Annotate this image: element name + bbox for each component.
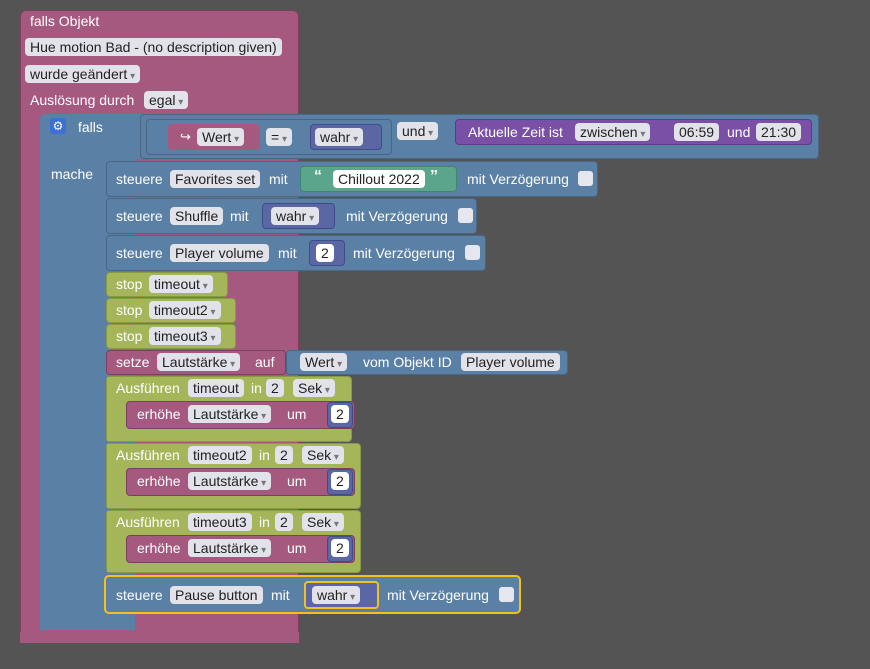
pause-target-field[interactable]: Pause button: [170, 586, 263, 604]
timeout-amount-field[interactable]: 2: [266, 379, 284, 397]
open-quote-icon: “: [314, 168, 322, 185]
timeout-name-field[interactable]: timeout3: [188, 513, 252, 531]
increment-number-field[interactable]: 2: [331, 405, 349, 423]
timeout-block-arm: [107, 377, 126, 441]
delay-label: mit Verzögerung: [467, 171, 569, 187]
delay-checkbox[interactable]: [458, 208, 473, 223]
timeout-amount-field[interactable]: 2: [275, 446, 293, 464]
run-label: Ausführen: [116, 380, 180, 396]
timeout-block-arm: [107, 511, 126, 572]
pause-value-dropdown[interactable]: wahr: [312, 586, 361, 604]
gear-icon[interactable]: ⚙: [50, 118, 66, 134]
object-id-field[interactable]: Player volume: [461, 353, 560, 371]
steuere-label: steuere: [116, 208, 163, 224]
timeout-unit-dropdown[interactable]: Sek: [302, 513, 344, 531]
string-value-field[interactable]: Chillout 2022: [333, 170, 425, 188]
mit-label: mit: [271, 587, 290, 603]
stop-timeout-dropdown[interactable]: timeout: [149, 275, 213, 293]
close-quote-icon: ”: [430, 168, 438, 185]
by-label: um: [287, 473, 307, 489]
increment-label: erhöhe: [137, 406, 181, 422]
in-label: in: [259, 514, 270, 530]
stop-label: stop: [116, 276, 143, 292]
stop-timeout3-dropdown[interactable]: timeout3: [149, 327, 221, 345]
increment-number-field[interactable]: 2: [331, 539, 349, 557]
mit-label: mit: [269, 171, 288, 187]
by-label: um: [287, 406, 307, 422]
trigger-dropdown[interactable]: egal: [144, 91, 189, 109]
event-block-bottom-strip: [20, 632, 299, 643]
mache-label: mache: [51, 166, 94, 182]
change-type-dropdown[interactable]: wurde geändert: [25, 65, 141, 83]
increment-number-field[interactable]: 2: [331, 472, 349, 490]
timeout-block-arm: [107, 444, 126, 508]
delay-checkbox[interactable]: [578, 171, 593, 186]
control-volume-block[interactable]: [106, 235, 486, 271]
increment-label: erhöhe: [137, 540, 181, 556]
range-dropdown[interactable]: zwischen: [575, 123, 651, 141]
time-label: Aktuelle Zeit ist: [468, 124, 563, 140]
return-arrow-icon: ↪: [180, 129, 191, 144]
timeout-unit-dropdown[interactable]: Sek: [302, 446, 344, 464]
volume-number-field[interactable]: 2: [316, 244, 334, 262]
delay-checkbox[interactable]: [499, 587, 514, 602]
operator-dropdown[interactable]: =: [266, 128, 292, 146]
mit-label: mit: [230, 208, 249, 224]
steuere-label: steuere: [116, 245, 163, 261]
and-dropdown[interactable]: und: [397, 122, 439, 140]
timeout-unit-dropdown[interactable]: Sek: [293, 379, 335, 397]
increment-variable-dropdown[interactable]: Lautstärke: [188, 472, 272, 490]
delay-checkbox[interactable]: [465, 245, 480, 260]
event-block-title: falls Objekt: [30, 13, 100, 29]
stop-label: stop: [116, 328, 143, 344]
mit-label: mit: [278, 245, 297, 261]
time-end-field[interactable]: 21:30: [756, 123, 802, 141]
run-label: Ausführen: [116, 447, 180, 463]
value-dropdown[interactable]: Wert: [197, 128, 245, 146]
delay-label: mit Verzögerung: [353, 245, 455, 261]
trigger-label: Auslösung durch: [30, 92, 135, 108]
stop-timeout2-dropdown[interactable]: timeout2: [149, 301, 221, 319]
object-id-field[interactable]: Hue motion Bad - (no description given): [25, 38, 282, 56]
shuffle-value-dropdown[interactable]: wahr: [271, 207, 320, 225]
set-variable-dropdown[interactable]: Lautstärke: [157, 353, 241, 371]
get-value-dropdown[interactable]: Wert: [300, 353, 348, 371]
delay-label: mit Verzögerung: [346, 208, 448, 224]
timeout-name-field[interactable]: timeout: [188, 379, 244, 397]
stop-label: stop: [116, 302, 143, 318]
run-label: Ausführen: [116, 514, 180, 530]
if-block-footer: [40, 614, 135, 630]
volume-target-field[interactable]: Player volume: [170, 244, 269, 262]
timeout-name-field[interactable]: timeout2: [188, 446, 252, 464]
favorites-target-field[interactable]: Favorites set: [170, 170, 261, 188]
time-and-label: und: [727, 124, 751, 140]
from-object-label: vom Objekt ID: [363, 354, 452, 370]
falls-label: falls: [78, 119, 103, 135]
auf-label: auf: [255, 354, 275, 370]
in-label: in: [259, 447, 270, 463]
in-label: in: [251, 380, 262, 396]
increment-label: erhöhe: [137, 473, 181, 489]
delay-label: mit Verzögerung: [387, 587, 489, 603]
timeout-amount-field[interactable]: 2: [275, 513, 293, 531]
increment-variable-dropdown[interactable]: Lautstärke: [188, 539, 272, 557]
by-label: um: [287, 540, 307, 556]
setze-label: setze: [116, 354, 150, 370]
steuere-label: steuere: [116, 171, 163, 187]
steuere-label: steuere: [116, 587, 163, 603]
shuffle-target-field[interactable]: Shuffle: [170, 207, 224, 225]
increment-variable-dropdown[interactable]: Lautstärke: [188, 405, 272, 423]
boolean-dropdown[interactable]: wahr: [315, 128, 364, 146]
time-start-field[interactable]: 06:59: [674, 123, 720, 141]
